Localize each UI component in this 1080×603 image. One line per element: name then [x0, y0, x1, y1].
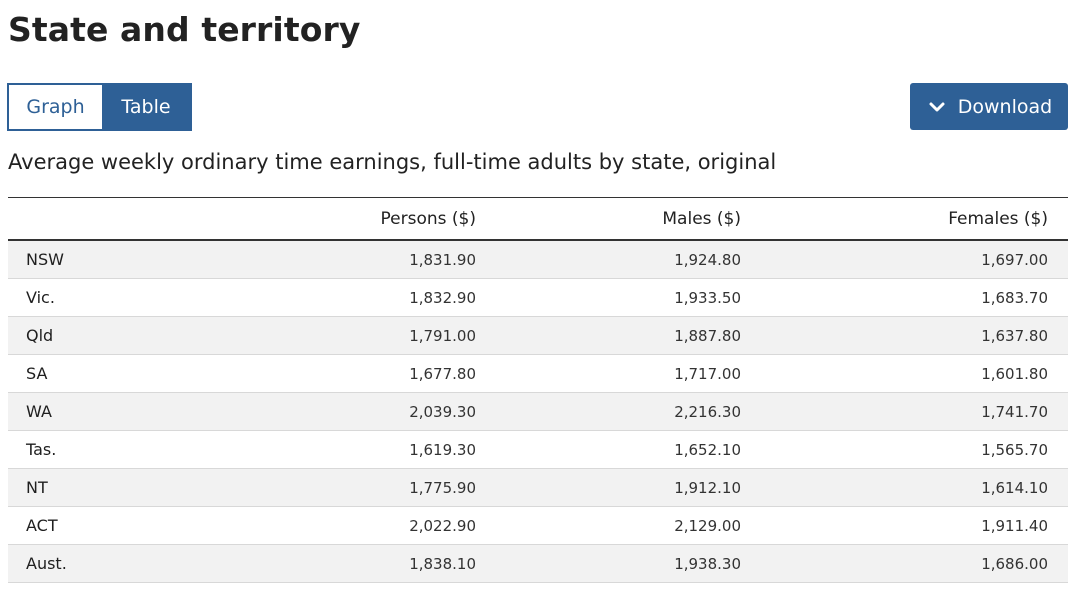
table-header-row: Persons ($) Males ($) Females ($): [8, 197, 1068, 241]
females-cell: 1,601.80: [761, 354, 1068, 393]
row-label: Tas.: [8, 430, 213, 469]
download-label: Download: [957, 95, 1053, 118]
males-cell: 1,933.50: [496, 278, 761, 317]
table-row: Vic. 1,832.90 1,933.50 1,683.70: [8, 278, 1068, 317]
table-caption: Average weekly ordinary time earnings, f…: [8, 150, 777, 174]
persons-cell: 1,831.90: [213, 240, 496, 279]
males-cell: 1,652.10: [496, 430, 761, 469]
females-cell: 1,614.10: [761, 468, 1068, 507]
table-row: ACT 2,022.90 2,129.00 1,911.40: [8, 506, 1068, 545]
download-button[interactable]: Download: [910, 83, 1068, 130]
row-label: SA: [8, 354, 213, 393]
females-cell: 1,683.70: [761, 278, 1068, 317]
view-toggle: Graph Table: [7, 83, 192, 131]
table-row: NT 1,775.90 1,912.10 1,614.10: [8, 468, 1068, 507]
column-header-females: Females ($): [948, 208, 1048, 229]
males-cell: 2,129.00: [496, 506, 761, 545]
females-cell: 1,697.00: [761, 240, 1068, 279]
column-header-region: [8, 198, 213, 241]
column-header-males: Males ($): [662, 208, 741, 229]
row-label: NT: [8, 468, 213, 507]
page-title: State and territory: [8, 10, 361, 49]
row-label: NSW: [8, 240, 213, 279]
table-row: Aust. 1,838.10 1,938.30 1,686.00: [8, 544, 1068, 583]
row-label: WA: [8, 392, 213, 431]
table-body: NSW 1,831.90 1,924.80 1,697.00 Vic. 1,832.90 1…: [8, 240, 1068, 583]
graph-tab[interactable]: Graph: [9, 85, 102, 129]
males-cell: 1,717.00: [496, 354, 761, 393]
males-cell: 1,924.80: [496, 240, 761, 279]
males-cell: 1,912.10: [496, 468, 761, 507]
table-row: SA 1,677.80 1,717.00 1,601.80: [8, 354, 1068, 393]
persons-cell: 2,039.30: [213, 392, 496, 431]
table-row: Qld 1,791.00 1,887.80 1,637.80: [8, 316, 1068, 355]
persons-cell: 1,677.80: [213, 354, 496, 393]
column-header-persons: Persons ($): [380, 208, 476, 229]
males-cell: 1,887.80: [496, 316, 761, 355]
table-row: Tas. 1,619.30 1,652.10 1,565.70: [8, 430, 1068, 469]
table-row: NSW 1,831.90 1,924.80 1,697.00: [8, 240, 1068, 279]
table-tab[interactable]: Table: [102, 85, 190, 129]
persons-cell: 2,022.90: [213, 506, 496, 545]
persons-cell: 1,832.90: [213, 278, 496, 317]
earnings-table: Persons ($) Males ($) Females ($) NSW 1,8…: [8, 197, 1068, 583]
table-row: WA 2,039.30 2,216.30 1,741.70: [8, 392, 1068, 431]
persons-cell: 1,838.10: [213, 544, 496, 583]
row-label: Aust.: [8, 544, 213, 583]
females-cell: 1,565.70: [761, 430, 1068, 469]
row-label: Qld: [8, 316, 213, 355]
males-cell: 1,938.30: [496, 544, 761, 583]
persons-cell: 1,619.30: [213, 430, 496, 469]
row-label: Vic.: [8, 278, 213, 317]
row-label: ACT: [8, 506, 213, 545]
persons-cell: 1,775.90: [213, 468, 496, 507]
chevron-down-icon: [929, 102, 945, 111]
persons-cell: 1,791.00: [213, 316, 496, 355]
males-cell: 2,216.30: [496, 392, 761, 431]
females-cell: 1,637.80: [761, 316, 1068, 355]
females-cell: 1,686.00: [761, 544, 1068, 583]
females-cell: 1,741.70: [761, 392, 1068, 431]
females-cell: 1,911.40: [761, 506, 1068, 545]
